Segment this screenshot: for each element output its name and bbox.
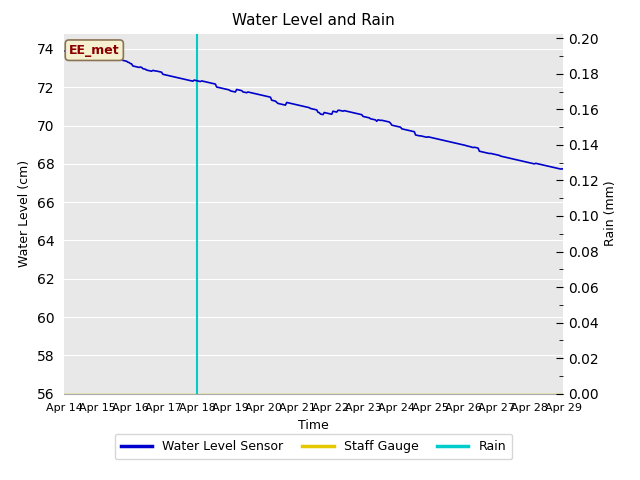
Y-axis label: Rain (mm): Rain (mm) xyxy=(605,181,618,246)
Title: Water Level and Rain: Water Level and Rain xyxy=(232,13,395,28)
Y-axis label: Water Level (cm): Water Level (cm) xyxy=(18,160,31,267)
Legend: Water Level Sensor, Staff Gauge, Rain: Water Level Sensor, Staff Gauge, Rain xyxy=(115,434,512,459)
Text: EE_met: EE_met xyxy=(69,44,120,57)
X-axis label: Time: Time xyxy=(298,419,329,432)
